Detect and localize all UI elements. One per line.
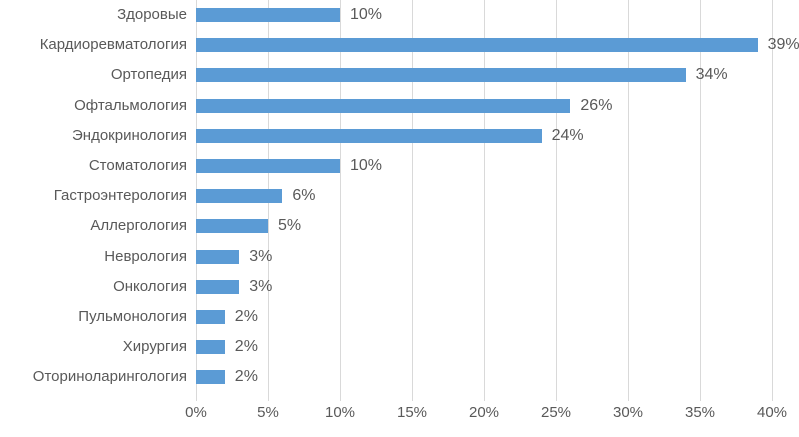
x-tick-label: 20% xyxy=(468,404,500,422)
bar-row: 10% xyxy=(196,151,772,181)
bars-area: 10% 39% 34% 26% 24% 10% 6% 5% 3% 3% 2% 2% 2% xyxy=(196,0,799,402)
bar-row: 2% xyxy=(196,302,772,332)
value-label: 39% xyxy=(767,36,799,54)
bar xyxy=(196,340,225,355)
value-label: 24% xyxy=(551,126,584,144)
bar xyxy=(196,98,571,113)
category-label: Онкология xyxy=(113,277,187,295)
bar xyxy=(196,370,225,385)
category-label: Неврология xyxy=(104,247,187,265)
category-label: Ортопедия xyxy=(110,66,187,84)
value-label: 26% xyxy=(580,96,613,114)
x-tick-label: 35% xyxy=(684,404,716,422)
bar xyxy=(196,219,268,234)
category-label: Аллергология xyxy=(90,217,187,235)
category-label: Гастроэнтерология xyxy=(53,187,187,205)
value-label: 2% xyxy=(234,368,258,386)
bar-row: 6% xyxy=(196,181,772,211)
plot-area: Здоровые Кардиоревматология Ортопедия Офтал… xyxy=(0,0,799,402)
bar-row: 2% xyxy=(196,332,772,362)
x-axis-tick-labels: 0% 5% 10% 15% 20% 25% 30% 35% 40% xyxy=(185,404,787,426)
value-label: 2% xyxy=(234,307,258,325)
x-tick-label: 0% xyxy=(185,404,207,422)
bar xyxy=(196,128,542,143)
bar xyxy=(196,279,240,294)
category-label: Кардиоревматология xyxy=(39,36,187,54)
bar-row: 3% xyxy=(196,272,772,302)
bar xyxy=(196,249,240,264)
bar-row: 10% xyxy=(196,0,772,30)
x-tick-label: 40% xyxy=(756,404,788,422)
x-tick-label: 15% xyxy=(396,404,428,422)
bar-row: 24% xyxy=(196,121,772,151)
x-tick-label: 25% xyxy=(540,404,572,422)
x-tick-label: 5% xyxy=(257,404,279,422)
value-label: 6% xyxy=(292,187,316,205)
category-label: Офтальмология xyxy=(74,96,187,114)
x-axis-spacer xyxy=(0,404,196,426)
gridline xyxy=(772,0,773,402)
x-axis: 0% 5% 10% 15% 20% 25% 30% 35% 40% xyxy=(0,404,799,426)
category-label: Стоматология xyxy=(88,156,187,174)
bar xyxy=(196,158,340,173)
value-label: 34% xyxy=(695,66,728,84)
x-tick-label: 10% xyxy=(324,404,356,422)
bar xyxy=(196,68,686,83)
bar xyxy=(196,309,225,324)
category-label: Пульмонология xyxy=(78,307,187,325)
bar xyxy=(196,189,283,204)
value-label: 10% xyxy=(350,6,383,24)
value-label: 10% xyxy=(350,157,383,175)
category-label: Эндокринология xyxy=(72,126,187,144)
value-label: 3% xyxy=(249,247,273,265)
category-label: Хирургия xyxy=(122,338,187,356)
bar-row: 39% xyxy=(196,30,799,60)
bar-row: 3% xyxy=(196,242,772,272)
bar-row: 2% xyxy=(196,362,772,392)
bar-row: 5% xyxy=(196,211,772,241)
value-label: 2% xyxy=(234,338,258,356)
bar-rows: 10% 39% 34% 26% 24% 10% 6% 5% 3% 3% 2% 2% 2% xyxy=(196,0,799,392)
category-label: Здоровые xyxy=(117,6,187,23)
value-label: 5% xyxy=(278,217,302,235)
category-label: Оториноларингология xyxy=(32,368,187,386)
bar-row: 26% xyxy=(196,91,772,121)
value-label: 3% xyxy=(249,277,273,295)
bar xyxy=(196,8,340,22)
bar xyxy=(196,38,758,53)
x-tick-label: 30% xyxy=(612,404,644,422)
category-axis: Здоровые Кардиоревматология Ортопедия Офтал… xyxy=(0,0,196,392)
bar-row: 34% xyxy=(196,60,772,90)
